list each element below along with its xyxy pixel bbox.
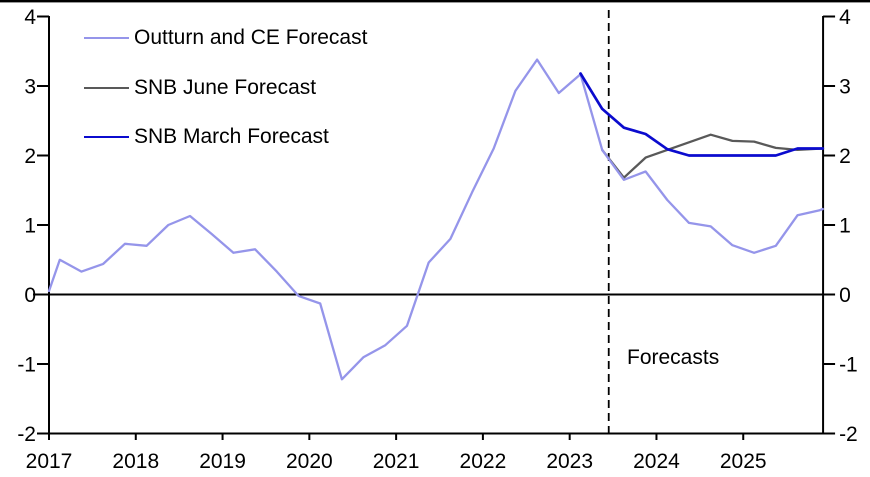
y-tick-label-left: -2	[17, 423, 36, 446]
x-tick-label: 2019	[199, 450, 246, 473]
y-tick-label-right: 3	[839, 76, 851, 99]
series-line-snb-june-forecast	[601, 133, 824, 179]
forecasts-annotation: Forecasts	[627, 346, 720, 369]
legend-line-sample-snb-march	[84, 135, 129, 139]
y-tick-label-left: 4	[24, 6, 36, 29]
x-tick-label: 2022	[460, 450, 507, 473]
legend-line-sample-snb-june	[84, 86, 129, 90]
x-tick-label: 2018	[112, 450, 159, 473]
legend-item-snb-june-forecast: SNB June Forecast	[84, 76, 316, 100]
legend-item-outturn-ce-forecast: Outturn and CE Forecast	[84, 26, 367, 50]
x-tick-label: 2020	[286, 450, 333, 473]
chart-top-border	[0, 0, 870, 3]
x-tick-label: 2023	[546, 450, 593, 473]
legend-item-snb-march-forecast: SNB March Forecast	[84, 125, 329, 149]
y-tick-label-right: -2	[839, 423, 858, 446]
y-tick-label-left: 3	[24, 76, 36, 99]
legend-label: SNB March Forecast	[134, 125, 329, 148]
x-tick-label: 2025	[720, 450, 767, 473]
y-tick-label-left: -1	[17, 354, 36, 377]
x-tick-label: 2017	[26, 450, 73, 473]
y-tick-label-left: 2	[24, 145, 36, 168]
y-tick-label-left: 0	[24, 284, 36, 307]
x-tick-label: 2024	[633, 450, 680, 473]
y-tick-label-right: -1	[839, 354, 858, 377]
legend-label: SNB June Forecast	[134, 76, 317, 99]
x-tick-label: 2021	[373, 450, 420, 473]
legend-label: Outturn and CE Forecast	[134, 26, 368, 49]
series-line-snb-march-forecast	[579, 72, 825, 157]
y-tick-label-right: 0	[839, 284, 851, 307]
y-tick-label-right: 1	[839, 215, 851, 238]
y-tick-label-right: 2	[839, 145, 851, 168]
y-tick-label-left: 1	[24, 215, 36, 238]
y-tick-label-right: 4	[839, 6, 851, 29]
series-line-outturn-and-ce-forecast	[47, 58, 824, 381]
legend-line-sample-outturn	[84, 36, 129, 40]
